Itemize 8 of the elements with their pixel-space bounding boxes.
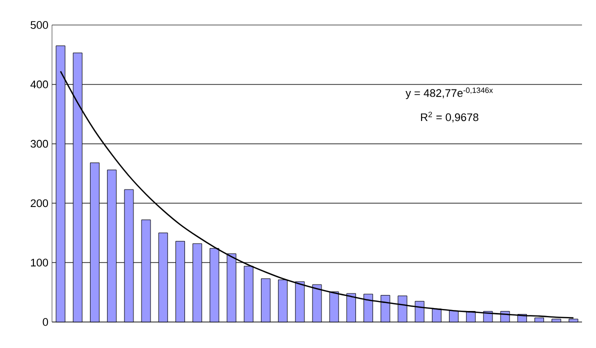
y-tick-label: 0 xyxy=(42,318,48,326)
y-tick-label: 300 xyxy=(30,140,48,148)
y-tick-label: 200 xyxy=(30,199,48,208)
y-tick-label: 400 xyxy=(30,80,48,88)
y-tick-label: 500 xyxy=(30,21,48,29)
y-tick-label: 100 xyxy=(31,258,48,266)
annotation: R$^{2}$ = 0,9678 xyxy=(421,112,478,122)
annotation: y = 482,77e$^{-0,1346x}$ xyxy=(406,88,493,100)
